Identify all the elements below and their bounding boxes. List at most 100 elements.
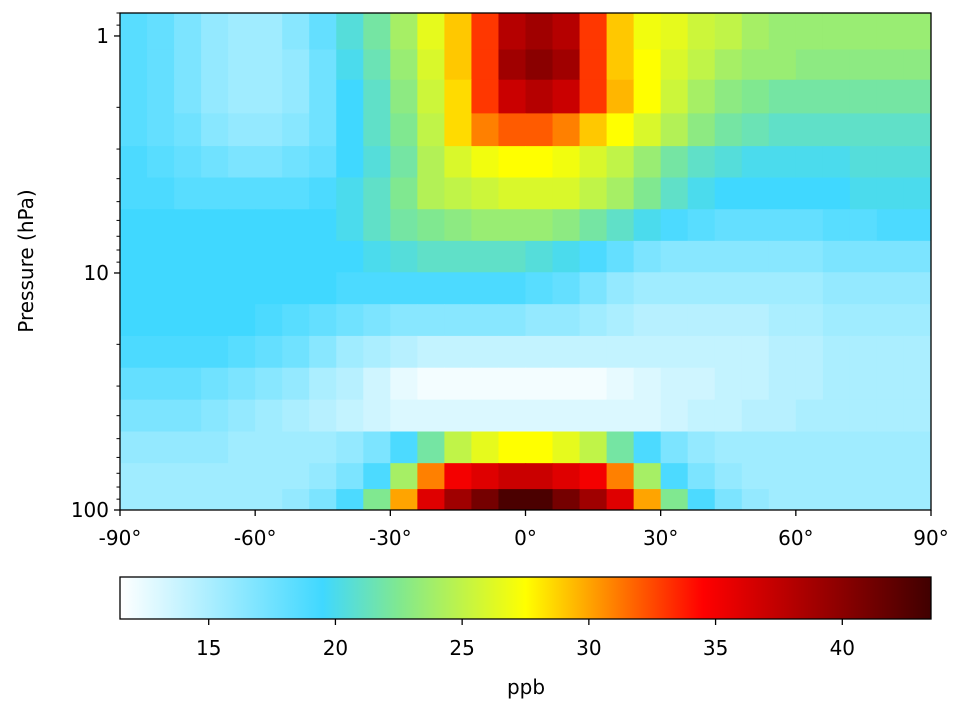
heatmap-cell <box>309 113 337 147</box>
heatmap-cell <box>687 272 716 305</box>
heatmap-cell <box>687 49 716 81</box>
heatmap-cell <box>201 335 229 369</box>
heatmap-cell <box>687 335 716 369</box>
heatmap-cell <box>741 272 770 305</box>
heatmap-cell <box>849 367 878 401</box>
heatmap-cell <box>228 146 256 179</box>
heatmap-cell <box>552 113 581 147</box>
heatmap-cell <box>660 399 689 433</box>
heatmap-cell <box>606 399 635 433</box>
heatmap-cell <box>876 463 905 490</box>
heatmap-cell <box>741 304 770 337</box>
heatmap-cell <box>282 304 310 337</box>
heatmap-cell <box>201 431 229 464</box>
heatmap-cell <box>336 399 364 433</box>
heatmap-cell <box>579 272 608 305</box>
heatmap-cell <box>849 272 878 305</box>
heatmap-cell <box>768 49 797 81</box>
heatmap-cell <box>498 272 527 305</box>
heatmap-cell <box>795 431 824 464</box>
colorbar-label: ppb <box>507 675 545 699</box>
heatmap-cell <box>795 463 824 490</box>
heatmap-cell <box>903 272 931 305</box>
heatmap-cell <box>768 463 797 490</box>
heatmap-cell <box>849 489 878 510</box>
heatmap-cell <box>498 113 527 147</box>
heatmap-cell <box>660 304 689 337</box>
heatmap-cell <box>606 431 635 464</box>
heatmap-cell <box>282 367 310 401</box>
heatmap-cell <box>633 49 662 81</box>
heatmap-cell <box>309 399 337 433</box>
heatmap-cell <box>714 177 743 210</box>
heatmap-cell <box>525 209 554 242</box>
heatmap-cell <box>660 240 689 273</box>
heatmap-cell <box>336 272 364 305</box>
heatmap-cell <box>822 431 851 464</box>
heatmap-cell <box>687 304 716 337</box>
heatmap-cell <box>606 240 635 273</box>
heatmap-cell <box>228 79 256 114</box>
heatmap-cell <box>309 463 337 490</box>
heatmap-cell <box>417 304 445 337</box>
heatmap-cell <box>228 489 256 510</box>
heatmap-cell <box>147 399 175 433</box>
heatmap-cell <box>606 209 635 242</box>
heatmap-cell <box>444 335 473 369</box>
heatmap-cell <box>147 146 175 179</box>
heatmap-cell <box>849 335 878 369</box>
heatmap-cell <box>309 335 337 369</box>
heatmap-cell <box>741 431 770 464</box>
heatmap-cell <box>768 367 797 401</box>
heatmap-cell <box>633 146 662 179</box>
heatmap-cell <box>390 49 418 81</box>
heatmap-cell <box>417 463 445 490</box>
heatmap-cell <box>903 431 931 464</box>
heatmap-cell <box>552 13 581 51</box>
heatmap-cell <box>633 367 662 401</box>
heatmap-cell <box>120 240 148 273</box>
heatmap-cell <box>579 113 608 147</box>
heatmap-cell <box>714 13 743 51</box>
heatmap-cell <box>282 79 310 114</box>
heatmap-cell <box>606 304 635 337</box>
heatmap-cell <box>633 113 662 147</box>
heatmap-cell <box>282 240 310 273</box>
heatmap-cells <box>120 13 931 510</box>
heatmap-cell <box>201 399 229 433</box>
heatmap-cell <box>255 79 283 114</box>
heatmap-cell <box>120 79 148 114</box>
heatmap-cell <box>201 304 229 337</box>
heatmap-cell <box>120 49 148 81</box>
heatmap-cell <box>903 113 931 147</box>
heatmap-cell <box>282 113 310 147</box>
heatmap-cell <box>633 431 662 464</box>
heatmap-cell <box>876 335 905 369</box>
heatmap-cell <box>255 13 283 51</box>
heatmap-cell <box>417 272 445 305</box>
heatmap-cell <box>255 304 283 337</box>
x-tick-label: 0° <box>514 526 537 550</box>
heatmap-cell <box>444 146 473 179</box>
x-tick-label: -90° <box>99 526 142 550</box>
heatmap-cell <box>552 177 581 210</box>
heatmap-cell <box>363 209 391 242</box>
heatmap-cell <box>120 367 148 401</box>
heatmap-cell <box>822 304 851 337</box>
heatmap-cell <box>363 489 391 510</box>
heatmap-cell <box>579 146 608 179</box>
heatmap-cell <box>471 367 500 401</box>
heatmap-cell <box>363 49 391 81</box>
heatmap-cell <box>822 113 851 147</box>
x-tick-label: -60° <box>234 526 277 550</box>
heatmap-cell <box>525 49 554 81</box>
heatmap-cell <box>633 399 662 433</box>
heatmap-cell <box>606 49 635 81</box>
heatmap-cell <box>579 177 608 210</box>
heatmap-cell <box>498 431 527 464</box>
heatmap-cell <box>714 209 743 242</box>
heatmap-cell <box>444 79 473 114</box>
heatmap-cell <box>390 272 418 305</box>
heatmap-cell <box>579 49 608 81</box>
heatmap-cell <box>660 367 689 401</box>
